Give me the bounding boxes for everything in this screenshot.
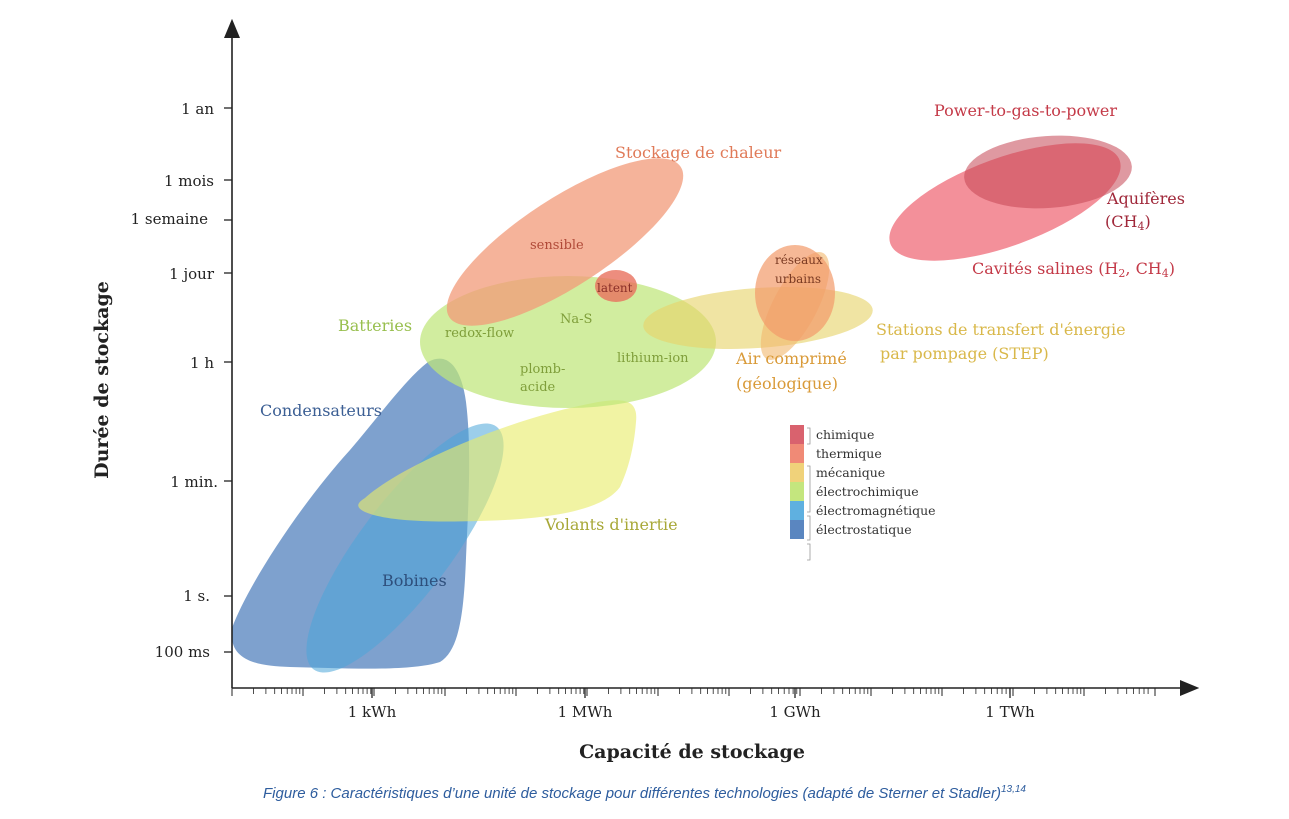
label-reseaux: réseaux: [775, 253, 823, 267]
y-tick-label-1jour: 1 jour: [169, 265, 215, 283]
label-bobines: Bobines: [382, 571, 447, 590]
label-air-comprime: Air comprimé: [735, 349, 847, 368]
legend-swatch: [790, 482, 804, 501]
label-acide: acide: [520, 380, 556, 395]
region-stockage-chaleur: [446, 158, 684, 326]
region-volants-inertie: [358, 400, 637, 522]
x-tick-label-1gwh: 1 GWh: [769, 703, 821, 721]
region-reseaux-urbains: [755, 245, 835, 341]
label-batteries: Batteries: [338, 316, 412, 335]
legend-label: chimique: [816, 427, 874, 442]
y-tick-label-1h: 1 h: [190, 354, 214, 372]
label-geologique: (géologique): [736, 374, 838, 393]
label-sensible: sensible: [530, 238, 584, 253]
x-minor-ticks: [231, 688, 1156, 696]
label-step-2: par pompage (STEP): [880, 344, 1049, 363]
legend-label: électromagnétique: [816, 503, 936, 518]
region-latent: [595, 270, 637, 302]
figure-caption: Figure 6 : Caractéristiques d’une unité …: [0, 784, 1289, 802]
label-na-s: Na-S: [560, 312, 592, 327]
legend-swatch: [790, 425, 804, 444]
figure-caption-refs: 13,14: [1000, 784, 1026, 795]
legend-swatch: [790, 463, 804, 482]
x-tick-label-1twh: 1 TWh: [985, 703, 1035, 721]
axes: [224, 18, 1200, 698]
y-tick-marks: [224, 107, 232, 653]
x-tick-label-1kwh: 1 kWh: [348, 703, 397, 721]
label-stockage-chaleur: Stockage de chaleur: [615, 143, 782, 162]
label-plomb: plomb-: [520, 362, 565, 377]
y-tick-label-1semaine: 1 semaine: [131, 210, 209, 228]
label-power-to-gas: Power-to-gas-to-power: [934, 101, 1117, 120]
legend-swatch: [790, 444, 804, 463]
y-tick-label-1mois: 1 mois: [164, 172, 214, 190]
label-ch4: (CH4): [1105, 212, 1151, 233]
legend-label: thermique: [816, 446, 882, 461]
storage-technology-chart: 1 an 1 mois 1 semaine 1 jour 1 h 1 min. …: [91, 18, 1200, 763]
label-redox-flow: redox-flow: [445, 326, 514, 341]
label-lithium-ion: lithium-ion: [617, 351, 689, 366]
x-major-ticks: [371, 688, 1011, 698]
y-tick-label-1min: 1 min.: [170, 473, 218, 491]
legend-swatch: [790, 520, 804, 539]
region-aquiferes: [964, 135, 1132, 209]
y-axis-title: Durée de stockage: [91, 281, 113, 479]
legend-bracket: [807, 427, 811, 561]
y-tick-label-1s: 1 s.: [183, 587, 210, 605]
label-condensateurs: Condensateurs: [260, 401, 382, 420]
legend-swatch: [790, 501, 804, 520]
legend-label: électrostatique: [816, 522, 912, 537]
label-latent: latent: [597, 281, 633, 295]
label-volants-inertie: Volants d'inertie: [544, 515, 678, 534]
y-tick-label-1an: 1 an: [181, 100, 214, 118]
technology-regions: [231, 135, 1132, 673]
figure-caption-text: Figure 6 : Caractéristiques d’une unité …: [263, 785, 1001, 802]
label-step-1: Stations de transfert d'énergie: [876, 320, 1126, 339]
x-tick-label-1mwh: 1 MWh: [558, 703, 613, 721]
label-urbains: urbains: [775, 272, 821, 286]
legend: chimique thermique mécanique électrochimiqu…: [790, 425, 936, 561]
x-axis-title: Capacité de stockage: [579, 741, 805, 763]
label-cavites-salines: Cavités salines (H2, CH4): [972, 259, 1175, 280]
legend-label: mécanique: [816, 465, 885, 480]
y-tick-label-100ms: 100 ms: [155, 643, 210, 661]
legend-label: électrochimique: [816, 484, 919, 499]
label-aquiferes: Aquifères: [1106, 189, 1185, 208]
